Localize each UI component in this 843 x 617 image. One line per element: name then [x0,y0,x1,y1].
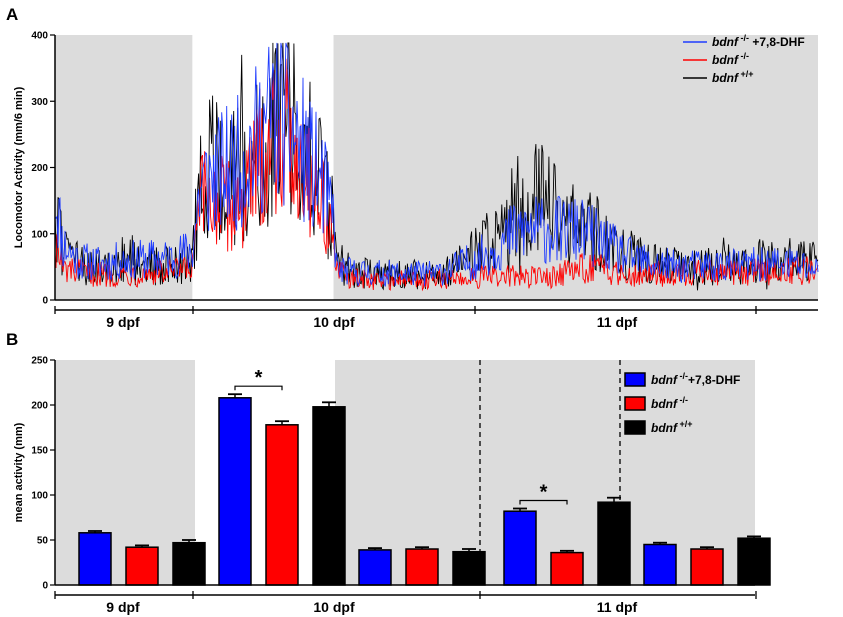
day-label: 9 dpf [106,599,140,615]
legend-label-2: bdnf +/+ [651,419,693,435]
y-tick-label: 400 [31,31,48,42]
series-line-1 [54,58,819,292]
legend-swatch-0 [624,372,646,387]
y-axis-title: Locomotor Activity (mm/6 min) [13,86,25,248]
bar [218,397,252,586]
legend-swatch-1 [624,396,646,411]
y-tick-label: 100 [31,229,48,240]
bar [503,510,537,586]
y-tick-label: 200 [31,401,48,412]
y-tick-label: 0 [42,581,48,592]
y-tick-label: 200 [31,163,48,174]
legend-label-1: bdnf -/- [712,51,749,67]
y-tick-label: 0 [42,296,48,307]
day-label: 11 dpf [597,314,638,330]
y-tick-label: 50 [37,536,49,547]
day-label: 10 dpf [313,599,355,615]
bar [312,406,346,586]
legend-label-0: bdnf -/- +7,8-DHF [712,33,805,49]
legend-label-0: bdnf -/-+7,8-DHF [651,371,740,387]
y-tick-label: 300 [31,97,48,108]
bar [358,549,392,586]
bar [452,550,486,586]
panel-a-line-chart: A 0 100 200 300 400 Locomotor Activity (mm/6 … [6,5,819,330]
legend-label-2: bdnf +/+ [712,69,754,85]
legend-swatch-2 [624,420,646,435]
y-tick-label: 250 [31,356,48,367]
bar [78,532,112,586]
night-shading-group-4 [620,360,755,585]
bar [597,501,631,586]
day-label: 11 dpf [597,599,638,615]
bar [690,548,724,586]
y-tick-label: 150 [31,446,48,457]
bar [550,551,584,586]
bar [125,546,159,586]
panel-b-bar-chart: B * * 0 50 100 150 200 250 mean activity (mm) 9 d… [6,330,771,615]
panel-label-b: B [6,330,18,349]
panel-label-a: A [6,5,18,24]
series-line-0 [54,42,819,287]
bar [172,541,206,586]
day-label: 9 dpf [106,314,140,330]
significance-star-1: * [540,482,548,504]
y-axis-title: mean activity (mm) [13,422,25,522]
significance-bracket-0 [234,385,283,391]
bar [643,543,677,586]
bar [737,537,771,586]
day-label: 10 dpf [313,314,355,330]
significance-star-0: * [255,367,263,389]
legend-label-1: bdnf -/- [651,395,688,411]
significance-bracket-1 [519,499,568,505]
y-tick-label: 100 [31,491,48,502]
bar [405,548,439,586]
night-shading-group-2 [335,360,480,585]
series-line-2 [54,42,819,291]
bar [265,424,299,586]
